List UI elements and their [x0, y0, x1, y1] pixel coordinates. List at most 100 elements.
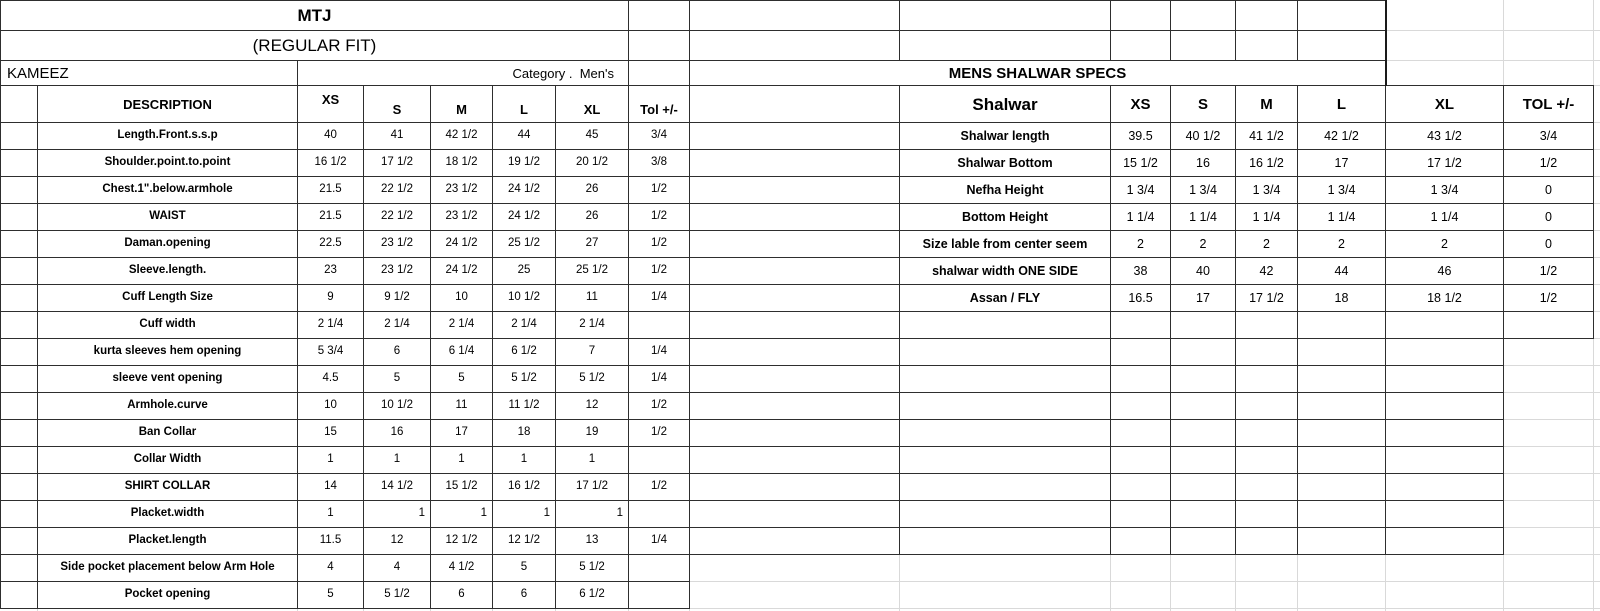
kameez-cell-14-tol[interactable] [628, 500, 690, 528]
fit-title[interactable]: (REGULAR FIT) [0, 30, 629, 61]
shalwar-cell-2-0[interactable]: 1 3/4 [1110, 176, 1171, 204]
empty-cell-gap-14[interactable] [689, 500, 900, 528]
kameez-cell-6-2[interactable]: 10 [430, 284, 493, 312]
kameez-row-label[interactable]: Sleeve.length. [37, 257, 298, 285]
empty-cell-gap-13[interactable] [689, 473, 900, 501]
kameez-cell-4-2[interactable]: 24 1/2 [430, 230, 493, 258]
kameez-cell-5-3[interactable]: 25 [492, 257, 556, 285]
empty-cell-shalwar-12-3[interactable] [1235, 446, 1298, 474]
shalwar-cell-6-4[interactable]: 18 1/2 [1385, 284, 1504, 312]
kameez-column-header-4[interactable]: L [492, 85, 556, 123]
kameez-cell-17-1[interactable]: 5 1/2 [363, 581, 431, 609]
empty-cell-gap-7[interactable] [689, 311, 900, 339]
kameez-column-header-1[interactable]: XS [297, 85, 364, 123]
empty-cell-shalwar-10-1[interactable] [1110, 392, 1171, 420]
empty-cell-top-r1-c1[interactable] [689, 0, 900, 31]
shalwar-cell-1-tol[interactable]: 1/2 [1503, 149, 1594, 177]
kameez-cell-13-1[interactable]: 14 1/2 [363, 473, 431, 501]
empty-cell-shalwar-14-4[interactable] [1297, 500, 1386, 528]
kameez-cell-12-4[interactable]: 1 [555, 446, 629, 474]
kameez-cell-8-3[interactable]: 6 1/2 [492, 338, 556, 366]
kameez-row-label[interactable]: Daman.opening [37, 230, 298, 258]
empty-cell-shalwar-13-5[interactable] [1385, 473, 1504, 501]
shalwar-cell-3-4[interactable]: 1 1/4 [1385, 203, 1504, 231]
empty-cell-shalwar-12-5[interactable] [1385, 446, 1504, 474]
empty-cell-shalwar-7-4[interactable] [1297, 311, 1386, 339]
kameez-row-label[interactable]: WAIST [37, 203, 298, 231]
kameez-cell-0-0[interactable]: 40 [297, 122, 364, 150]
kameez-cell-4-tol[interactable]: 1/2 [628, 230, 690, 258]
empty-cell-top-r2-c0[interactable] [628, 30, 690, 61]
kameez-cell-17-0[interactable]: 5 [297, 581, 364, 609]
kameez-cell-0-1[interactable]: 41 [363, 122, 431, 150]
empty-cell-top-r2-c3[interactable] [1110, 30, 1171, 61]
kameez-row-label[interactable]: Collar Width [37, 446, 298, 474]
empty-cell-gap-4[interactable] [689, 230, 900, 258]
kameez-cell-7-2[interactable]: 2 1/4 [430, 311, 493, 339]
kameez-cell-7-3[interactable]: 2 1/4 [492, 311, 556, 339]
shalwar-column-header-1[interactable]: XS [1110, 85, 1171, 123]
kameez-cell-a-10[interactable] [0, 392, 38, 420]
empty-cell-shalwar-13-1[interactable] [1110, 473, 1171, 501]
empty-cell-gap-3[interactable] [689, 203, 900, 231]
kameez-cell-15-0[interactable]: 11.5 [297, 527, 364, 555]
shalwar-cell-3-3[interactable]: 1 1/4 [1297, 203, 1386, 231]
shalwar-cell-4-tol[interactable]: 0 [1503, 230, 1594, 258]
kameez-cell-17-4[interactable]: 6 1/2 [555, 581, 629, 609]
kameez-row-label[interactable]: sleeve vent opening [37, 365, 298, 393]
kameez-cell-0-4[interactable]: 45 [555, 122, 629, 150]
kameez-cell-a-13[interactable] [0, 473, 38, 501]
kameez-cell-a-11[interactable] [0, 419, 38, 447]
kameez-row-label[interactable]: Chest.1".below.armhole [37, 176, 298, 204]
kameez-cell-4-1[interactable]: 23 1/2 [363, 230, 431, 258]
kameez-cell-14-1[interactable]: 1 [363, 500, 431, 528]
shalwar-column-header-5[interactable]: XL [1385, 85, 1504, 123]
kameez-cell-13-0[interactable]: 14 [297, 473, 364, 501]
empty-cell-shalwar-15-4[interactable] [1297, 527, 1386, 555]
kameez-cell-12-2[interactable]: 1 [430, 446, 493, 474]
shalwar-cell-4-3[interactable]: 2 [1297, 230, 1386, 258]
empty-cell-shalwar-13-3[interactable] [1235, 473, 1298, 501]
kameez-cell-8-1[interactable]: 6 [363, 338, 431, 366]
empty-cell-gap-9[interactable] [689, 365, 900, 393]
kameez-cell-12-3[interactable]: 1 [492, 446, 556, 474]
kameez-cell-6-1[interactable]: 9 1/2 [363, 284, 431, 312]
empty-cell-shalwar-11-4[interactable] [1297, 419, 1386, 447]
kameez-cell-9-2[interactable]: 5 [430, 365, 493, 393]
empty-cell-shalwar-11-1[interactable] [1110, 419, 1171, 447]
kameez-cell-a-15[interactable] [0, 527, 38, 555]
kameez-row-label[interactable]: Cuff width [37, 311, 298, 339]
kameez-cell-a-5[interactable] [0, 257, 38, 285]
empty-cell-gap-6[interactable] [689, 284, 900, 312]
kameez-cell-0-3[interactable]: 44 [492, 122, 556, 150]
kameez-cell-1-tol[interactable]: 3/8 [628, 149, 690, 177]
shalwar-cell-6-0[interactable]: 16.5 [1110, 284, 1171, 312]
empty-cell-shalwar-7-5[interactable] [1385, 311, 1504, 339]
shalwar-cell-0-3[interactable]: 42 1/2 [1297, 122, 1386, 150]
empty-cell-shalwar-10-3[interactable] [1235, 392, 1298, 420]
empty-cell-shalwar-8-1[interactable] [1110, 338, 1171, 366]
empty-cell-top-r1-c2[interactable] [899, 0, 1111, 31]
shalwar-cell-3-0[interactable]: 1 1/4 [1110, 203, 1171, 231]
empty-cell-top-r2-c4[interactable] [1170, 30, 1236, 61]
kameez-cell-11-4[interactable]: 19 [555, 419, 629, 447]
kameez-cell-15-1[interactable]: 12 [363, 527, 431, 555]
kameez-cell-a-2[interactable] [0, 176, 38, 204]
kameez-column-header-3[interactable]: M [430, 85, 493, 123]
shalwar-cell-4-0[interactable]: 2 [1110, 230, 1171, 258]
kameez-cell-15-tol[interactable]: 1/4 [628, 527, 690, 555]
kameez-cell-16-0[interactable]: 4 [297, 554, 364, 582]
kameez-cell-a-9[interactable] [0, 365, 38, 393]
kameez-cell-10-3[interactable]: 11 1/2 [492, 392, 556, 420]
empty-cell-shalwar-12-1[interactable] [1110, 446, 1171, 474]
kameez-cell-12-tol[interactable] [628, 446, 690, 474]
kameez-cell-2-1[interactable]: 22 1/2 [363, 176, 431, 204]
empty-cell-shalwar-9-3[interactable] [1235, 365, 1298, 393]
empty-cell-top-r1-c6[interactable] [1297, 0, 1386, 31]
shalwar-cell-0-0[interactable]: 39.5 [1110, 122, 1171, 150]
empty-cell-gap-2[interactable] [689, 176, 900, 204]
shalwar-cell-4-4[interactable]: 2 [1385, 230, 1504, 258]
kameez-cell-5-2[interactable]: 24 1/2 [430, 257, 493, 285]
kameez-cell-3-3[interactable]: 24 1/2 [492, 203, 556, 231]
kameez-cell-1-0[interactable]: 16 1/2 [297, 149, 364, 177]
